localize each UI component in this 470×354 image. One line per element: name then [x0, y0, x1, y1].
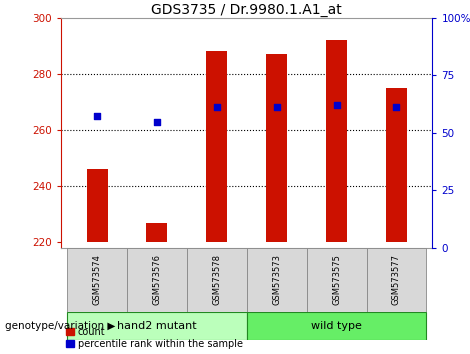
Point	[153, 119, 161, 124]
Bar	[306, 248, 367, 312]
Point	[273, 105, 281, 110]
Bar	[67, 312, 247, 340]
Bar	[127, 248, 187, 312]
Text: GSM573576: GSM573576	[152, 254, 161, 305]
Bar	[86, 169, 108, 242]
Text: GSM573578: GSM573578	[212, 254, 221, 305]
Bar	[247, 312, 426, 340]
Bar	[266, 54, 287, 242]
Text: GSM573574: GSM573574	[93, 254, 102, 305]
Bar	[147, 223, 167, 242]
Point	[213, 105, 220, 110]
Bar	[247, 248, 306, 312]
Legend: count, percentile rank within the sample: count, percentile rank within the sample	[66, 327, 243, 349]
Bar	[187, 248, 247, 312]
Title: GDS3735 / Dr.9980.1.A1_at: GDS3735 / Dr.9980.1.A1_at	[151, 3, 342, 17]
Point	[393, 105, 400, 110]
Text: wild type: wild type	[311, 321, 362, 331]
Bar	[326, 40, 347, 242]
Text: genotype/variation ▶: genotype/variation ▶	[5, 321, 115, 331]
Text: hand2 mutant: hand2 mutant	[117, 321, 197, 331]
Text: GSM573575: GSM573575	[332, 254, 341, 305]
Text: GSM573573: GSM573573	[272, 254, 281, 305]
Point	[333, 102, 340, 108]
Text: GSM573577: GSM573577	[392, 254, 401, 305]
Bar	[386, 88, 407, 242]
Bar	[67, 248, 127, 312]
Point	[93, 113, 101, 119]
Bar	[206, 51, 227, 242]
Bar	[367, 248, 426, 312]
